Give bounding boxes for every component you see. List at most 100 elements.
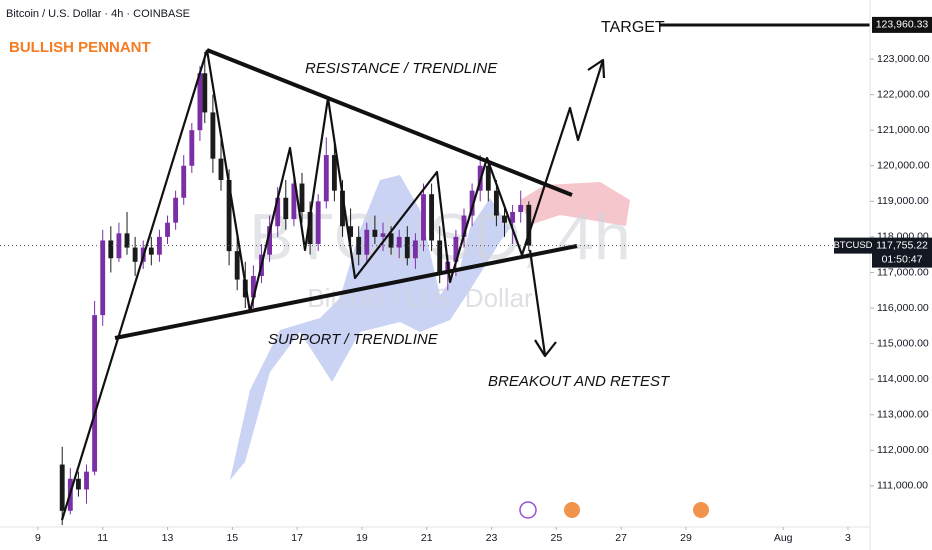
candle-body bbox=[84, 471, 89, 490]
support-line bbox=[114, 244, 578, 340]
x-tick-label: 17 bbox=[291, 532, 303, 544]
cloud-bear bbox=[520, 182, 630, 226]
annotation: RESISTANCE / TRENDLINE bbox=[305, 60, 498, 77]
x-tick-label: 19 bbox=[356, 532, 368, 544]
header: Bitcoin / U.S. Dollar · 4h · COINBASE bbox=[6, 8, 190, 20]
candle-body bbox=[437, 240, 443, 273]
candle-body bbox=[202, 73, 208, 113]
countdown: 01:50:47 bbox=[882, 253, 923, 265]
candle-body bbox=[234, 251, 240, 280]
candle-body bbox=[116, 233, 122, 259]
x-tick-label: 21 bbox=[421, 532, 433, 544]
y-tick-label: 115,000.00 bbox=[877, 337, 929, 349]
candle-body bbox=[372, 229, 378, 237]
candle-body bbox=[356, 236, 362, 255]
impulse-line bbox=[60, 49, 209, 521]
candle-body bbox=[75, 478, 81, 490]
candle-body bbox=[453, 236, 459, 262]
current-price: 117,755.22 bbox=[876, 239, 928, 251]
candle-body bbox=[173, 197, 179, 223]
candle-body bbox=[291, 183, 297, 220]
event-icon bbox=[693, 502, 709, 518]
candle-body bbox=[469, 190, 475, 216]
candle-body bbox=[493, 190, 499, 216]
candle-body bbox=[275, 197, 281, 227]
candle-body bbox=[429, 194, 435, 241]
current-price-box bbox=[872, 237, 932, 268]
candle-body bbox=[124, 233, 130, 248]
candle-body bbox=[323, 155, 329, 202]
y-tick-label: 121,000.00 bbox=[877, 124, 930, 136]
candle-body bbox=[92, 315, 98, 472]
event-icon bbox=[564, 502, 580, 518]
x-tick-label: 29 bbox=[680, 532, 692, 544]
zigzag bbox=[205, 49, 605, 314]
candle-body bbox=[148, 247, 154, 255]
candle-body bbox=[404, 236, 410, 259]
arrow-up-head bbox=[587, 58, 606, 79]
y-tick-label: 112,000.00 bbox=[877, 444, 929, 456]
y-tick-label: 120,000.00 bbox=[877, 160, 930, 172]
arrow-down bbox=[528, 249, 547, 356]
y-tick-label: 114,000.00 bbox=[877, 373, 929, 385]
x-tick-label: 25 bbox=[551, 532, 563, 544]
arrow-down-head bbox=[534, 339, 557, 358]
candle-body bbox=[412, 240, 418, 259]
target-price: 123,960.33 bbox=[876, 19, 929, 31]
candle-body bbox=[299, 183, 305, 212]
candle-body bbox=[307, 212, 313, 245]
annotation: BREAKOUT AND RETEST bbox=[488, 373, 671, 390]
candle-body bbox=[421, 194, 426, 241]
resistance-line bbox=[206, 48, 573, 197]
candle-body bbox=[189, 130, 195, 166]
y-tick-label: 111,000.00 bbox=[877, 480, 928, 492]
candle-body bbox=[380, 233, 386, 237]
symbol-box bbox=[834, 237, 872, 254]
candle-body bbox=[502, 215, 507, 223]
candle-body bbox=[250, 276, 256, 298]
y-tick-label: 123,000.00 bbox=[877, 53, 930, 65]
y-tick-label: 113,000.00 bbox=[877, 409, 929, 421]
plot bbox=[59, 51, 532, 526]
symbol: BTCUSD bbox=[833, 240, 872, 251]
candle-body bbox=[518, 204, 524, 212]
candle-body bbox=[283, 197, 289, 220]
candle-body bbox=[197, 73, 203, 131]
y-tick-label: 117,000.00 bbox=[877, 266, 929, 278]
cloud-bull bbox=[230, 175, 510, 480]
candle-body bbox=[461, 215, 467, 237]
candle-body bbox=[210, 112, 216, 159]
target-price-box bbox=[872, 16, 932, 33]
candle-body bbox=[108, 240, 114, 259]
x-tick-label: 27 bbox=[615, 532, 627, 544]
x-tick-label: 13 bbox=[162, 532, 174, 544]
watermark-sub: Bitcoin / U.S. Dollar bbox=[307, 283, 533, 313]
x-tick-label: 9 bbox=[35, 532, 41, 544]
candle-body bbox=[364, 229, 370, 255]
candle-body bbox=[218, 158, 224, 180]
candle-body bbox=[226, 179, 232, 252]
candle-body bbox=[165, 222, 170, 237]
candle-body bbox=[485, 165, 491, 191]
annotation: TARGET bbox=[601, 19, 665, 36]
y-tick-label: 116,000.00 bbox=[877, 302, 929, 314]
candle-body bbox=[132, 247, 138, 262]
x-tick-label: Aug bbox=[774, 532, 793, 544]
candle-body bbox=[100, 240, 106, 316]
event-icon bbox=[519, 501, 537, 519]
candle-body bbox=[526, 204, 532, 246]
candle-body bbox=[388, 233, 394, 248]
chart-title: BULLISH PENNANT bbox=[9, 39, 151, 56]
candle-body bbox=[156, 236, 162, 255]
y-tick-label: 122,000.00 bbox=[877, 88, 930, 100]
annotation: SUPPORT / TRENDLINE bbox=[268, 331, 439, 348]
candle-body bbox=[267, 226, 273, 255]
x-tick-label: 15 bbox=[226, 532, 238, 544]
x-tick-label: 11 bbox=[97, 532, 108, 544]
x-tick-label: 23 bbox=[486, 532, 498, 544]
candle-body bbox=[348, 226, 354, 237]
candle-body bbox=[510, 212, 516, 223]
candle-body bbox=[59, 464, 65, 511]
